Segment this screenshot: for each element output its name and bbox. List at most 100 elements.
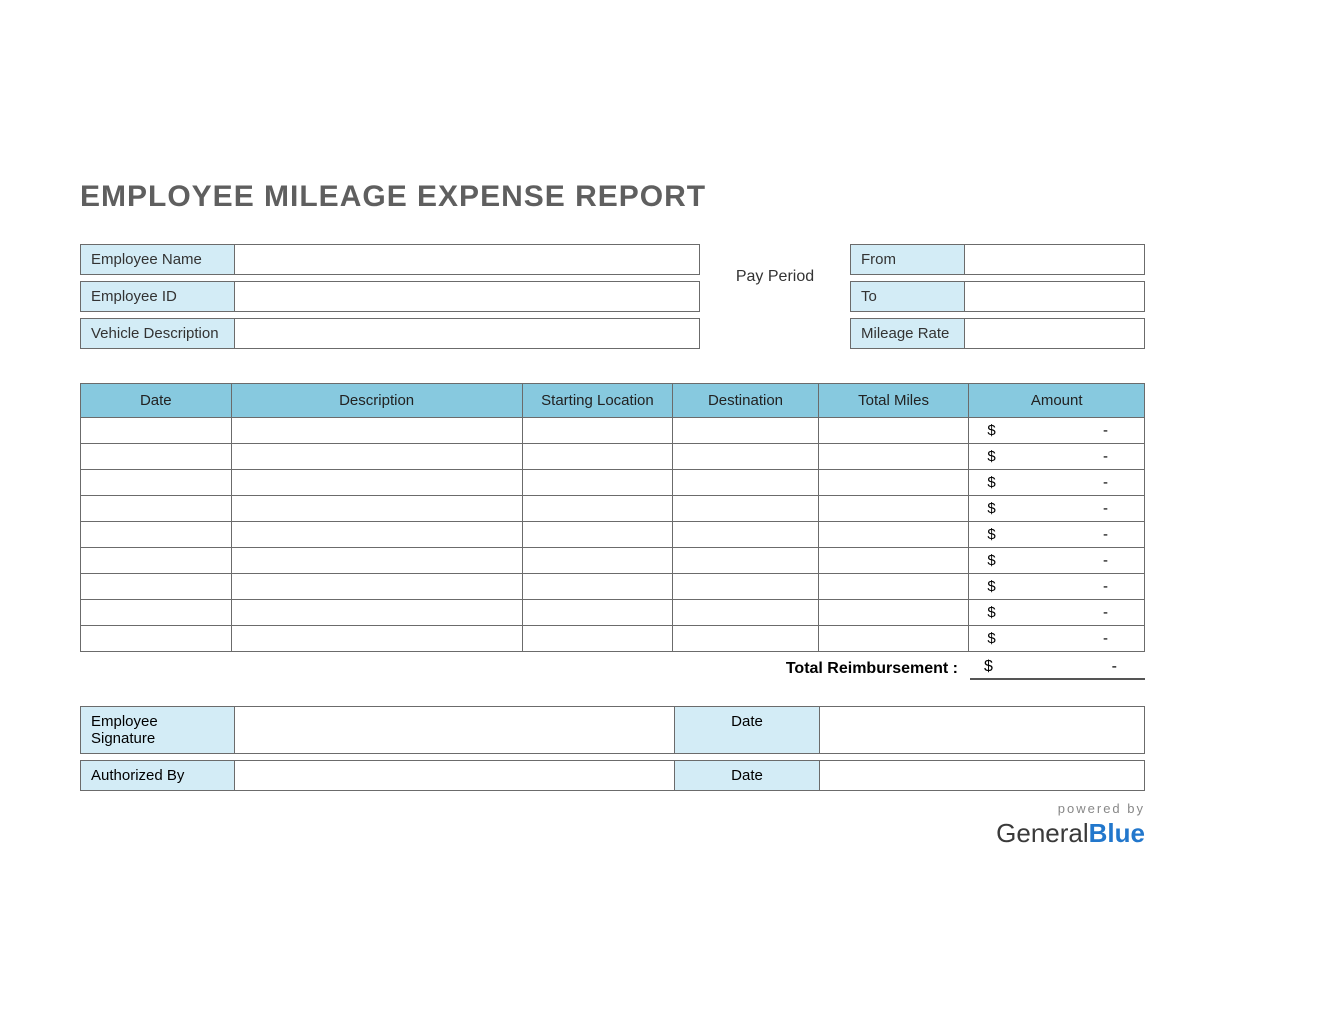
cell-amount[interactable]: $- [969,522,1145,548]
cell-date[interactable] [81,444,232,470]
cell-description[interactable] [231,470,522,496]
mileage-table: Date Description Starting Location Desti… [80,383,1145,652]
cell-start[interactable] [522,574,673,600]
amount-symbol: $ [987,448,995,465]
cell-amount[interactable]: $- [969,496,1145,522]
vehicle-description-label: Vehicle Description [80,318,235,349]
amount-symbol: $ [987,604,995,621]
cell-amount[interactable]: $- [969,574,1145,600]
table-header-row: Date Description Starting Location Desti… [81,384,1145,418]
cell-start[interactable] [522,548,673,574]
cell-miles[interactable] [818,496,969,522]
right-field-group: From To Mileage Rate [850,244,1145,355]
table-row: $- [81,470,1145,496]
cell-amount[interactable]: $- [969,470,1145,496]
authorized-date-value[interactable] [820,760,1145,791]
employee-name-label: Employee Name [80,244,235,275]
cell-start[interactable] [522,444,673,470]
cell-date[interactable] [81,496,232,522]
col-header-amount: Amount [969,384,1145,418]
cell-date[interactable] [81,574,232,600]
cell-start[interactable] [522,626,673,652]
cell-miles[interactable] [818,600,969,626]
col-header-miles: Total Miles [818,384,969,418]
cell-amount[interactable]: $- [969,548,1145,574]
amount-value: - [1103,604,1108,621]
cell-miles[interactable] [818,522,969,548]
authorized-by-label: Authorized By [80,760,235,791]
signature-date-value[interactable] [820,706,1145,754]
cell-date[interactable] [81,548,232,574]
cell-dest[interactable] [673,548,819,574]
from-value[interactable] [965,244,1145,275]
employee-name-value[interactable] [235,244,700,275]
cell-dest[interactable] [673,600,819,626]
amount-value: - [1103,422,1108,439]
cell-amount[interactable]: $- [969,444,1145,470]
cell-miles[interactable] [818,548,969,574]
pay-period-label: Pay Period [700,244,850,286]
signature-date-label: Date [675,706,820,754]
authorized-date-label: Date [675,760,820,791]
to-value[interactable] [965,281,1145,312]
cell-date[interactable] [81,418,232,444]
cell-description[interactable] [231,444,522,470]
amount-value: - [1103,448,1108,465]
cell-amount[interactable]: $- [969,626,1145,652]
cell-miles[interactable] [818,418,969,444]
cell-description[interactable] [231,496,522,522]
table-row: $- [81,600,1145,626]
from-label: From [850,244,965,275]
cell-start[interactable] [522,522,673,548]
cell-amount[interactable]: $- [969,600,1145,626]
field-row: Vehicle Description [80,318,700,349]
employee-signature-label: Employee Signature [80,706,235,754]
authorized-by-value[interactable] [235,760,675,791]
field-row: To [850,281,1145,312]
cell-description[interactable] [231,418,522,444]
amount-symbol: $ [987,552,995,569]
amount-symbol: $ [987,630,995,647]
cell-description[interactable] [231,600,522,626]
cell-dest[interactable] [673,574,819,600]
mileage-rate-label: Mileage Rate [850,318,965,349]
vehicle-description-value[interactable] [235,318,700,349]
cell-dest[interactable] [673,418,819,444]
total-amount: - [1112,658,1117,676]
cell-dest[interactable] [673,496,819,522]
cell-dest[interactable] [673,626,819,652]
cell-miles[interactable] [818,626,969,652]
signature-row: Authorized By Date [80,760,1145,791]
cell-start[interactable] [522,600,673,626]
total-symbol: $ [984,658,993,676]
cell-miles[interactable] [818,470,969,496]
amount-value: - [1103,526,1108,543]
cell-dest[interactable] [673,522,819,548]
cell-start[interactable] [522,496,673,522]
amount-symbol: $ [987,474,995,491]
cell-date[interactable] [81,600,232,626]
cell-miles[interactable] [818,574,969,600]
header-fields: Employee Name Employee ID Vehicle Descri… [80,244,1240,355]
cell-dest[interactable] [673,470,819,496]
cell-dest[interactable] [673,444,819,470]
cell-start[interactable] [522,470,673,496]
signature-block: Employee Signature Date Authorized By Da… [80,706,1145,791]
cell-miles[interactable] [818,444,969,470]
cell-description[interactable] [231,522,522,548]
employee-signature-value[interactable] [235,706,675,754]
cell-amount[interactable]: $- [969,418,1145,444]
mileage-rate-value[interactable] [965,318,1145,349]
cell-date[interactable] [81,470,232,496]
to-label: To [850,281,965,312]
col-header-description: Description [231,384,522,418]
cell-date[interactable] [81,522,232,548]
cell-start[interactable] [522,418,673,444]
brand-logo: GeneralBlue [80,818,1145,849]
cell-description[interactable] [231,626,522,652]
cell-description[interactable] [231,574,522,600]
cell-date[interactable] [81,626,232,652]
field-row: Mileage Rate [850,318,1145,349]
employee-id-value[interactable] [235,281,700,312]
cell-description[interactable] [231,548,522,574]
